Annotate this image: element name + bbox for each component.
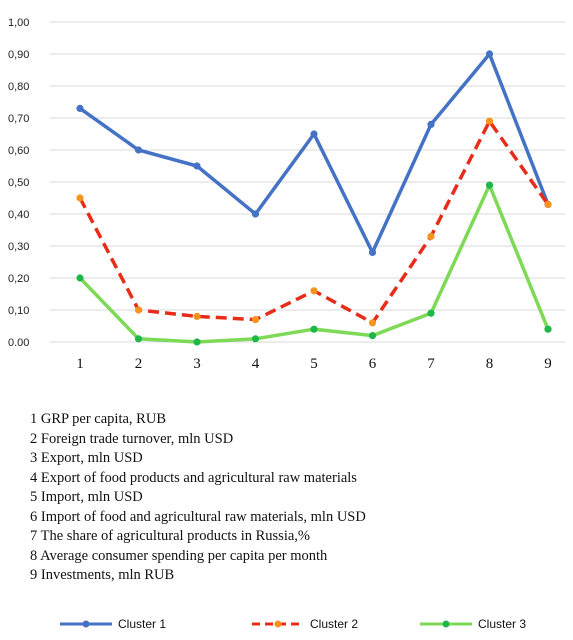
y-tick-label: 0,10 <box>8 305 29 317</box>
data-point-cluster-3 <box>310 325 318 333</box>
x-tick-label: 8 <box>486 356 494 372</box>
note-item: 9 Investments, mln RUB <box>30 567 175 583</box>
data-point-cluster-2 <box>193 312 201 320</box>
y-tick-label: 0,90 <box>8 49 29 61</box>
y-tick-label: 0,80 <box>8 81 29 93</box>
legend-item-cluster-2: Cluster 2 <box>250 617 358 631</box>
series-line-cluster-1 <box>78 50 550 257</box>
chart-legend: Cluster 1 Cluster 2 Cluster 3 <box>0 617 573 639</box>
data-point-cluster-3 <box>134 335 143 343</box>
x-tick-label: 2 <box>135 356 143 372</box>
y-tick-label: 0,40 <box>8 209 29 221</box>
data-point-cluster-1 <box>76 104 84 112</box>
x-tick-label: 7 <box>427 356 435 372</box>
y-tick-label: 0.00 <box>8 337 29 349</box>
data-point-cluster-2 <box>76 194 84 202</box>
data-point-cluster-2 <box>134 306 143 314</box>
series-line-cluster-3 <box>78 180 550 344</box>
y-tick-label: 1,00 <box>8 17 29 29</box>
legend-label: Cluster 2 <box>310 617 359 631</box>
legend-swatch-cluster-3 <box>420 620 472 628</box>
data-point-cluster-3 <box>485 181 494 189</box>
data-point-cluster-1 <box>427 120 435 128</box>
indicator-notes: 1 GRP per capita, RUB 2 Foreign trade tu… <box>30 410 366 586</box>
data-point-cluster-3 <box>193 338 201 346</box>
y-tick-label: 0,70 <box>8 113 29 125</box>
data-point-cluster-2 <box>368 319 377 327</box>
note-item: 1 GRP per capita, RUB <box>30 411 166 427</box>
legend-item-cluster-1: Cluster 1 <box>58 617 166 631</box>
data-point-cluster-1 <box>251 210 260 218</box>
note-item: 6 Import of food and agricultural raw ma… <box>30 508 366 525</box>
data-point-cluster-3 <box>251 335 260 343</box>
y-tick-label: 0,20 <box>8 273 29 285</box>
legend-label: Cluster 3 <box>478 617 527 631</box>
data-point-cluster-1 <box>193 162 201 170</box>
y-tick-label: 0,50 <box>8 177 29 189</box>
data-point-cluster-1 <box>310 130 318 138</box>
data-point-cluster-3 <box>544 325 552 333</box>
x-tick-label: 3 <box>193 356 201 372</box>
data-point-cluster-2 <box>485 117 494 125</box>
data-point-cluster-3 <box>427 309 435 317</box>
data-point-cluster-1 <box>134 146 143 154</box>
data-point-cluster-1 <box>485 50 494 58</box>
x-tick-label: 4 <box>252 356 260 372</box>
legend-swatch-cluster-1 <box>60 620 112 628</box>
note-item: 2 Foreign trade turnover, mln USD <box>30 430 234 447</box>
y-tick-label: 0,30 <box>8 241 29 253</box>
note-item: 8 Average consumer spending per capita p… <box>30 547 328 564</box>
x-tick-label: 1 <box>76 356 84 372</box>
legend-item-cluster-3: Cluster 3 <box>418 617 526 631</box>
data-point-cluster-3 <box>368 332 377 340</box>
data-point-cluster-2 <box>251 316 260 324</box>
data-point-cluster-2 <box>427 232 435 240</box>
x-tick-label: 5 <box>310 356 318 372</box>
data-point-cluster-2 <box>310 287 318 295</box>
line-chart: 0.00 0,10 0,20 0,30 0,40 0,50 0,60 0,70 0,80 0,90… <box>8 17 565 372</box>
note-item: 5 Import, mln USD <box>30 489 143 505</box>
x-tick-label: 9 <box>544 356 552 372</box>
data-point-cluster-1 <box>368 248 377 256</box>
legend-label: Cluster 1 <box>118 617 167 631</box>
data-point-cluster-2 <box>544 200 552 208</box>
note-item: 3 Export, mln USD <box>30 450 143 466</box>
note-item: 7 The share of agricultural products in … <box>30 528 310 544</box>
legend-swatch-cluster-2 <box>252 620 304 628</box>
x-tick-label: 6 <box>369 356 377 372</box>
note-item: 4 Export of food products and agricultur… <box>30 469 357 486</box>
data-point-cluster-3 <box>76 274 84 282</box>
y-tick-label: 0,60 <box>8 145 29 157</box>
